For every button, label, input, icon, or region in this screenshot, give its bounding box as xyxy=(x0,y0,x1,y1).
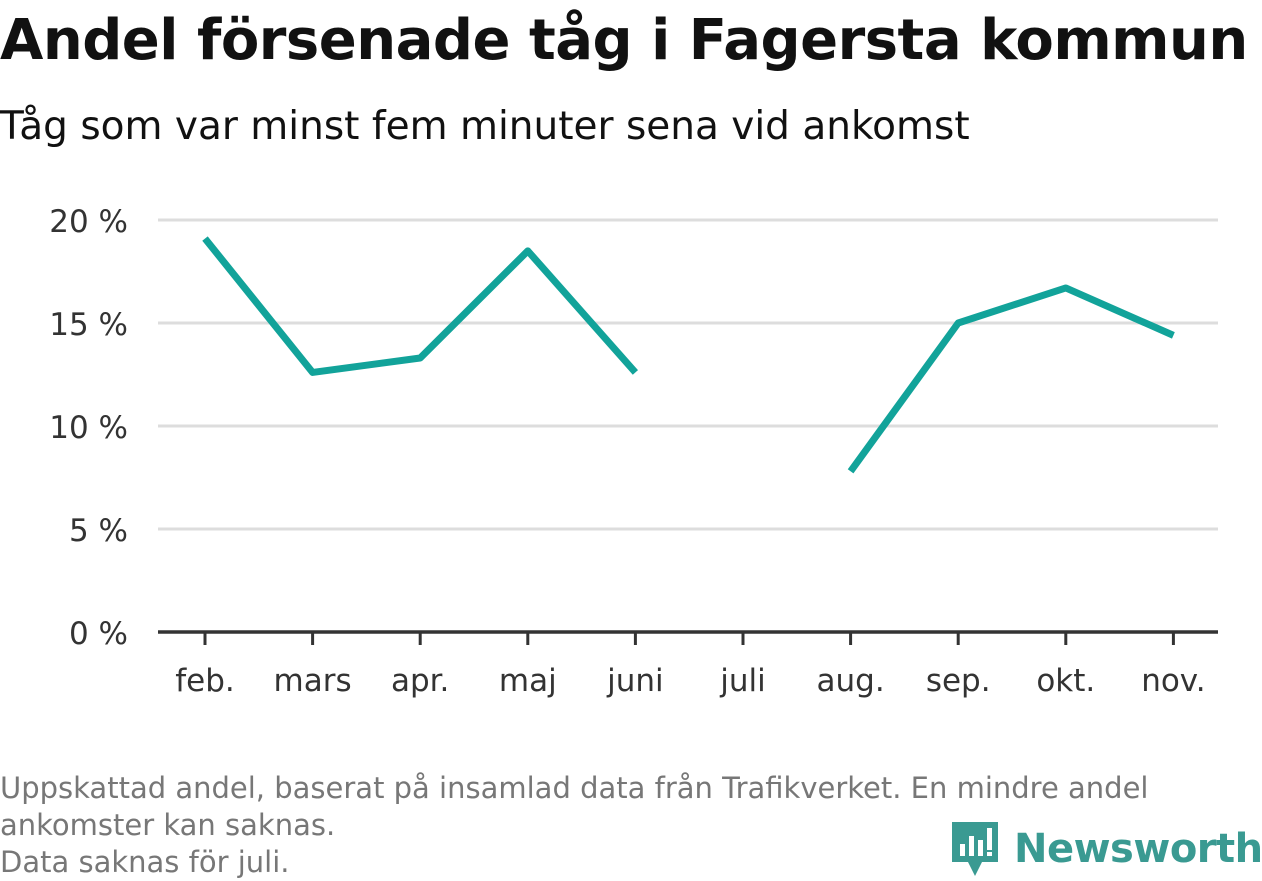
x-tick-label: apr. xyxy=(391,663,449,699)
x-tick-label: juli xyxy=(719,663,766,699)
series-lines xyxy=(205,238,1174,471)
footnote-line: Uppskattad andel, baserat på insamlad da… xyxy=(0,770,1148,807)
x-tick-label: maj xyxy=(499,663,557,699)
x-tick-label: aug. xyxy=(817,663,885,699)
series-line-segment xyxy=(205,239,635,373)
series-line-segment xyxy=(851,288,1174,471)
logo-text: Newsworthy xyxy=(1014,826,1262,872)
newsworthy-logo-icon xyxy=(950,818,1000,880)
y-tick-label: 20 % xyxy=(49,204,128,240)
x-tick-label: sep. xyxy=(926,663,991,699)
x-tick-label: nov. xyxy=(1141,663,1205,699)
line-chart: 0 % 5 % 10 % 15 % 20 % feb. mars apr. maj juni ju… xyxy=(0,0,1262,760)
x-tick-label: feb. xyxy=(175,663,235,699)
y-tick-label: 10 % xyxy=(49,410,128,446)
x-tick-label: mars xyxy=(274,663,352,699)
y-tick-label: 5 % xyxy=(69,513,128,549)
newsworthy-logo: Newsworthy xyxy=(950,818,1262,880)
x-tick-label: juni xyxy=(606,663,664,699)
x-axis-ticks: feb. mars apr. maj juni juli aug. sep. okt. nov. xyxy=(175,632,1205,699)
y-tick-label: 15 % xyxy=(49,307,128,343)
y-tick-label: 0 % xyxy=(69,616,128,652)
y-axis-ticks: 0 % 5 % 10 % 15 % 20 % xyxy=(49,204,128,652)
x-tick-label: okt. xyxy=(1036,663,1095,699)
